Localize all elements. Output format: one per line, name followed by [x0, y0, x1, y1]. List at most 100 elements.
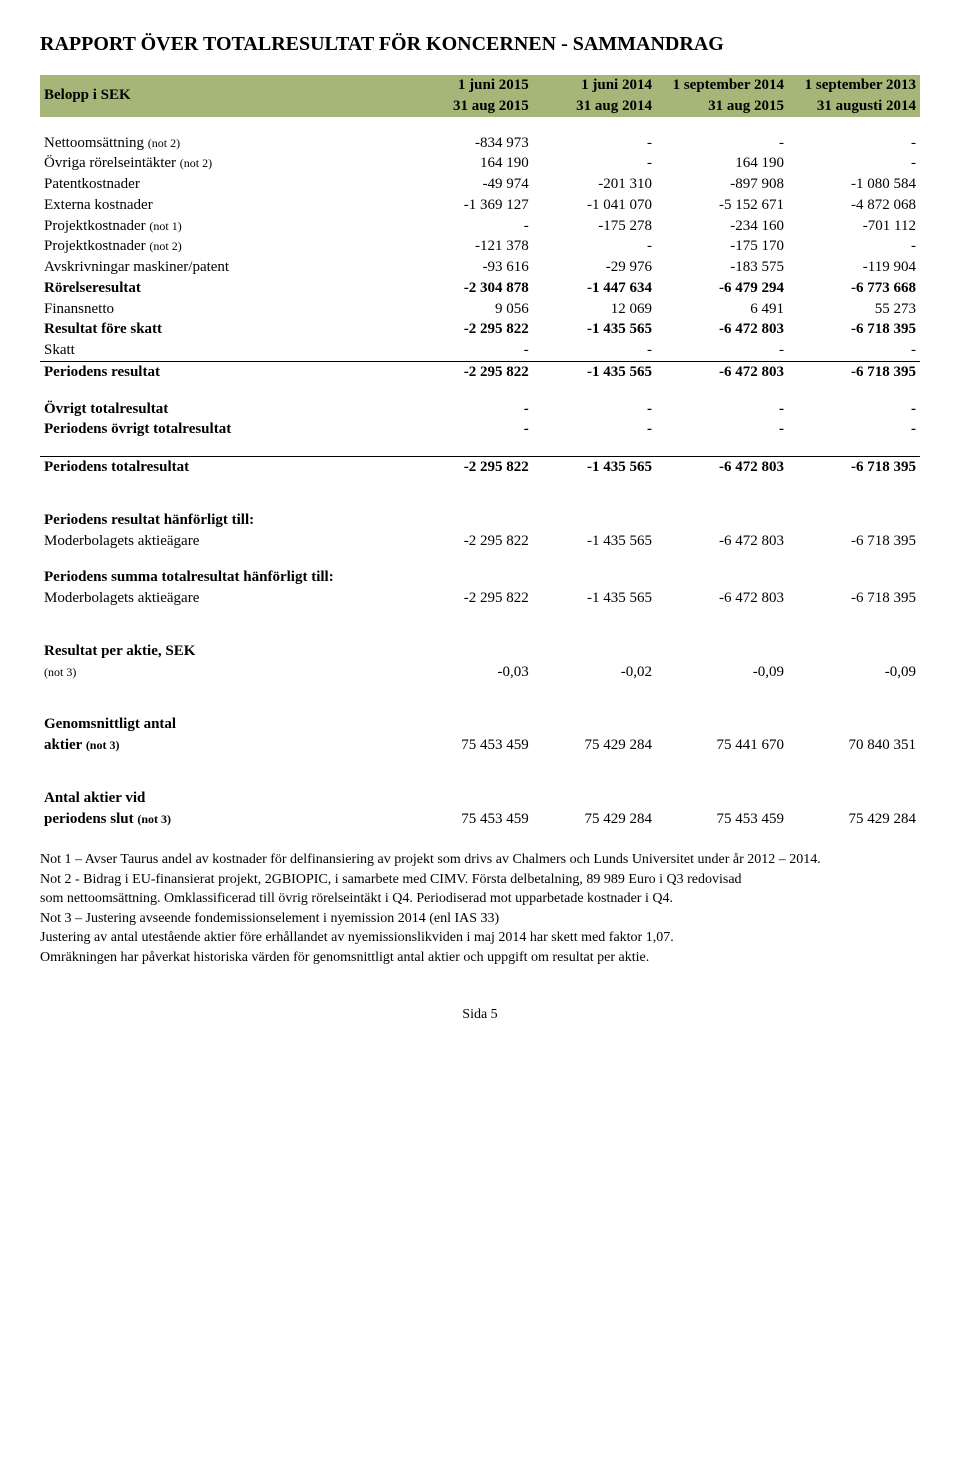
row-label: Periodens resultat — [40, 361, 410, 382]
row-value: -2 295 822 — [410, 457, 533, 478]
periodens-totalresultat-row: Periodens totalresultat -2 295 822 -1 43… — [40, 457, 920, 478]
header-col4a: 1 september 2013 — [788, 75, 920, 96]
row-value: 75 429 284 — [788, 809, 920, 830]
row-value: - — [788, 340, 920, 361]
header-col1b: 31 aug 2015 — [410, 96, 533, 117]
row-value: - — [788, 399, 920, 420]
row-value: - — [410, 216, 533, 237]
row-value: -6 718 395 — [788, 319, 920, 340]
row-value: -834 973 — [410, 133, 533, 154]
header-label: Belopp i SEK — [40, 75, 410, 117]
row-value: - — [788, 236, 920, 257]
row-value: - — [656, 133, 788, 154]
row-value: -2 295 822 — [410, 361, 533, 382]
row-value: 75 453 459 — [410, 735, 533, 756]
hanforligt-header-row: Periodens resultat hänförligt till: — [40, 510, 920, 531]
row-value: -1 435 565 — [533, 361, 656, 382]
row-label: Finansnetto — [40, 299, 410, 320]
row-value: -1 369 127 — [410, 195, 533, 216]
row-value: -0,03 — [410, 662, 533, 683]
row-value: 75 429 284 — [533, 735, 656, 756]
row-value: -121 378 — [410, 236, 533, 257]
table-row: Nettoomsättning (not 2)-834 973--- — [40, 133, 920, 154]
notes-section: Not 1 – Avser Taurus andel av kostnader … — [40, 851, 920, 966]
moderbolag-row-2: Moderbolagets aktieägare -2 295 822 -1 4… — [40, 588, 920, 609]
row-value: 75 441 670 — [656, 735, 788, 756]
table-row: Resultat före skatt-2 295 822-1 435 565-… — [40, 319, 920, 340]
row-value: -1 435 565 — [533, 457, 656, 478]
row-label: (not 3) — [40, 662, 410, 683]
header-col4b: 31 augusti 2014 — [788, 96, 920, 117]
table-row: Patentkostnader-49 974-201 310-897 908-1… — [40, 174, 920, 195]
row-value: -2 304 878 — [410, 278, 533, 299]
table-row: Skatt---- — [40, 340, 920, 361]
table-row: Övriga rörelseintäkter (not 2)164 190-16… — [40, 153, 920, 174]
row-label: Projektkostnader (not 2) — [40, 236, 410, 257]
row-value: 75 453 459 — [410, 809, 533, 830]
row-value: -6 472 803 — [656, 588, 788, 609]
periodens-resultat-row: Periodens resultat -2 295 822 -1 435 565… — [40, 361, 920, 382]
note-line: Omräkningen har påverkat historiska värd… — [40, 949, 920, 967]
moderbolag-row-1: Moderbolagets aktieägare -2 295 822 -1 4… — [40, 531, 920, 552]
row-value: -175 278 — [533, 216, 656, 237]
row-label: Skatt — [40, 340, 410, 361]
header-col3a: 1 september 2014 — [656, 75, 788, 96]
row-label: Periodens totalresultat — [40, 457, 410, 478]
section-header: Resultat per aktie, SEK — [40, 641, 920, 662]
row-value: 55 273 — [788, 299, 920, 320]
genomsnitt-header-row: Genomsnittligt antal — [40, 714, 920, 735]
row-value: -6 472 803 — [656, 457, 788, 478]
table-row: Externa kostnader-1 369 127-1 041 070-5 … — [40, 195, 920, 216]
row-value: - — [533, 419, 656, 440]
table-header-row-1: Belopp i SEK 1 juni 2015 1 juni 2014 1 s… — [40, 75, 920, 96]
row-value: -0,02 — [533, 662, 656, 683]
antal-aktier-row: periodens slut (not 3) 75 453 459 75 429… — [40, 809, 920, 830]
row-value: 9 056 — [410, 299, 533, 320]
row-label: Övriga rörelseintäkter (not 2) — [40, 153, 410, 174]
row-value: - — [656, 419, 788, 440]
row-value: -701 112 — [788, 216, 920, 237]
row-value: -2 295 822 — [410, 319, 533, 340]
row-value: - — [656, 340, 788, 361]
row-value: -6 773 668 — [788, 278, 920, 299]
row-label: Projektkostnader (not 1) — [40, 216, 410, 237]
summa-total-header-row: Periodens summa totalresultat hänförligt… — [40, 567, 920, 588]
row-value: -5 152 671 — [656, 195, 788, 216]
row-label: Patentkostnader — [40, 174, 410, 195]
row-label: Nettoomsättning (not 2) — [40, 133, 410, 154]
row-label: Periodens övrigt totalresultat — [40, 419, 410, 440]
row-value: -29 976 — [533, 257, 656, 278]
table-row: Avskrivningar maskiner/patent-93 616-29 … — [40, 257, 920, 278]
row-value: -6 472 803 — [656, 361, 788, 382]
row-value: -897 908 — [656, 174, 788, 195]
table-row: Projektkostnader (not 1)--175 278-234 16… — [40, 216, 920, 237]
note-line: Not 3 – Justering avseende fondemissions… — [40, 910, 920, 928]
row-label: Övrigt totalresultat — [40, 399, 410, 420]
note-line: Justering av antal utestående aktier för… — [40, 929, 920, 947]
row-value: -6 472 803 — [656, 319, 788, 340]
row-label: periodens slut (not 3) — [40, 809, 410, 830]
page-footer: Sida 5 — [40, 1006, 920, 1024]
table-row: Finansnetto9 05612 0696 49155 273 — [40, 299, 920, 320]
row-label: Moderbolagets aktieägare — [40, 588, 410, 609]
row-value: 75 429 284 — [533, 809, 656, 830]
note-line: Not 2 - Bidrag i EU-finansierat projekt,… — [40, 871, 920, 889]
row-value: - — [533, 236, 656, 257]
row-label: Externa kostnader — [40, 195, 410, 216]
row-value: -2 295 822 — [410, 588, 533, 609]
row-value: -1 435 565 — [533, 588, 656, 609]
row-value: -119 904 — [788, 257, 920, 278]
note-line: Not 1 – Avser Taurus andel av kostnader … — [40, 851, 920, 869]
row-value: - — [788, 153, 920, 174]
row-value: -234 160 — [656, 216, 788, 237]
row-value: - — [788, 133, 920, 154]
row-value: - — [410, 399, 533, 420]
row-value: -6 718 395 — [788, 588, 920, 609]
row-value: -6 718 395 — [788, 457, 920, 478]
row-value: -1 080 584 — [788, 174, 920, 195]
row-value: -1 435 565 — [533, 319, 656, 340]
section-header: Antal aktier vid — [40, 788, 920, 809]
row-value: - — [533, 399, 656, 420]
row-value: -93 616 — [410, 257, 533, 278]
ovrigt-totalresultat-row: Övrigt totalresultat - - - - — [40, 399, 920, 420]
